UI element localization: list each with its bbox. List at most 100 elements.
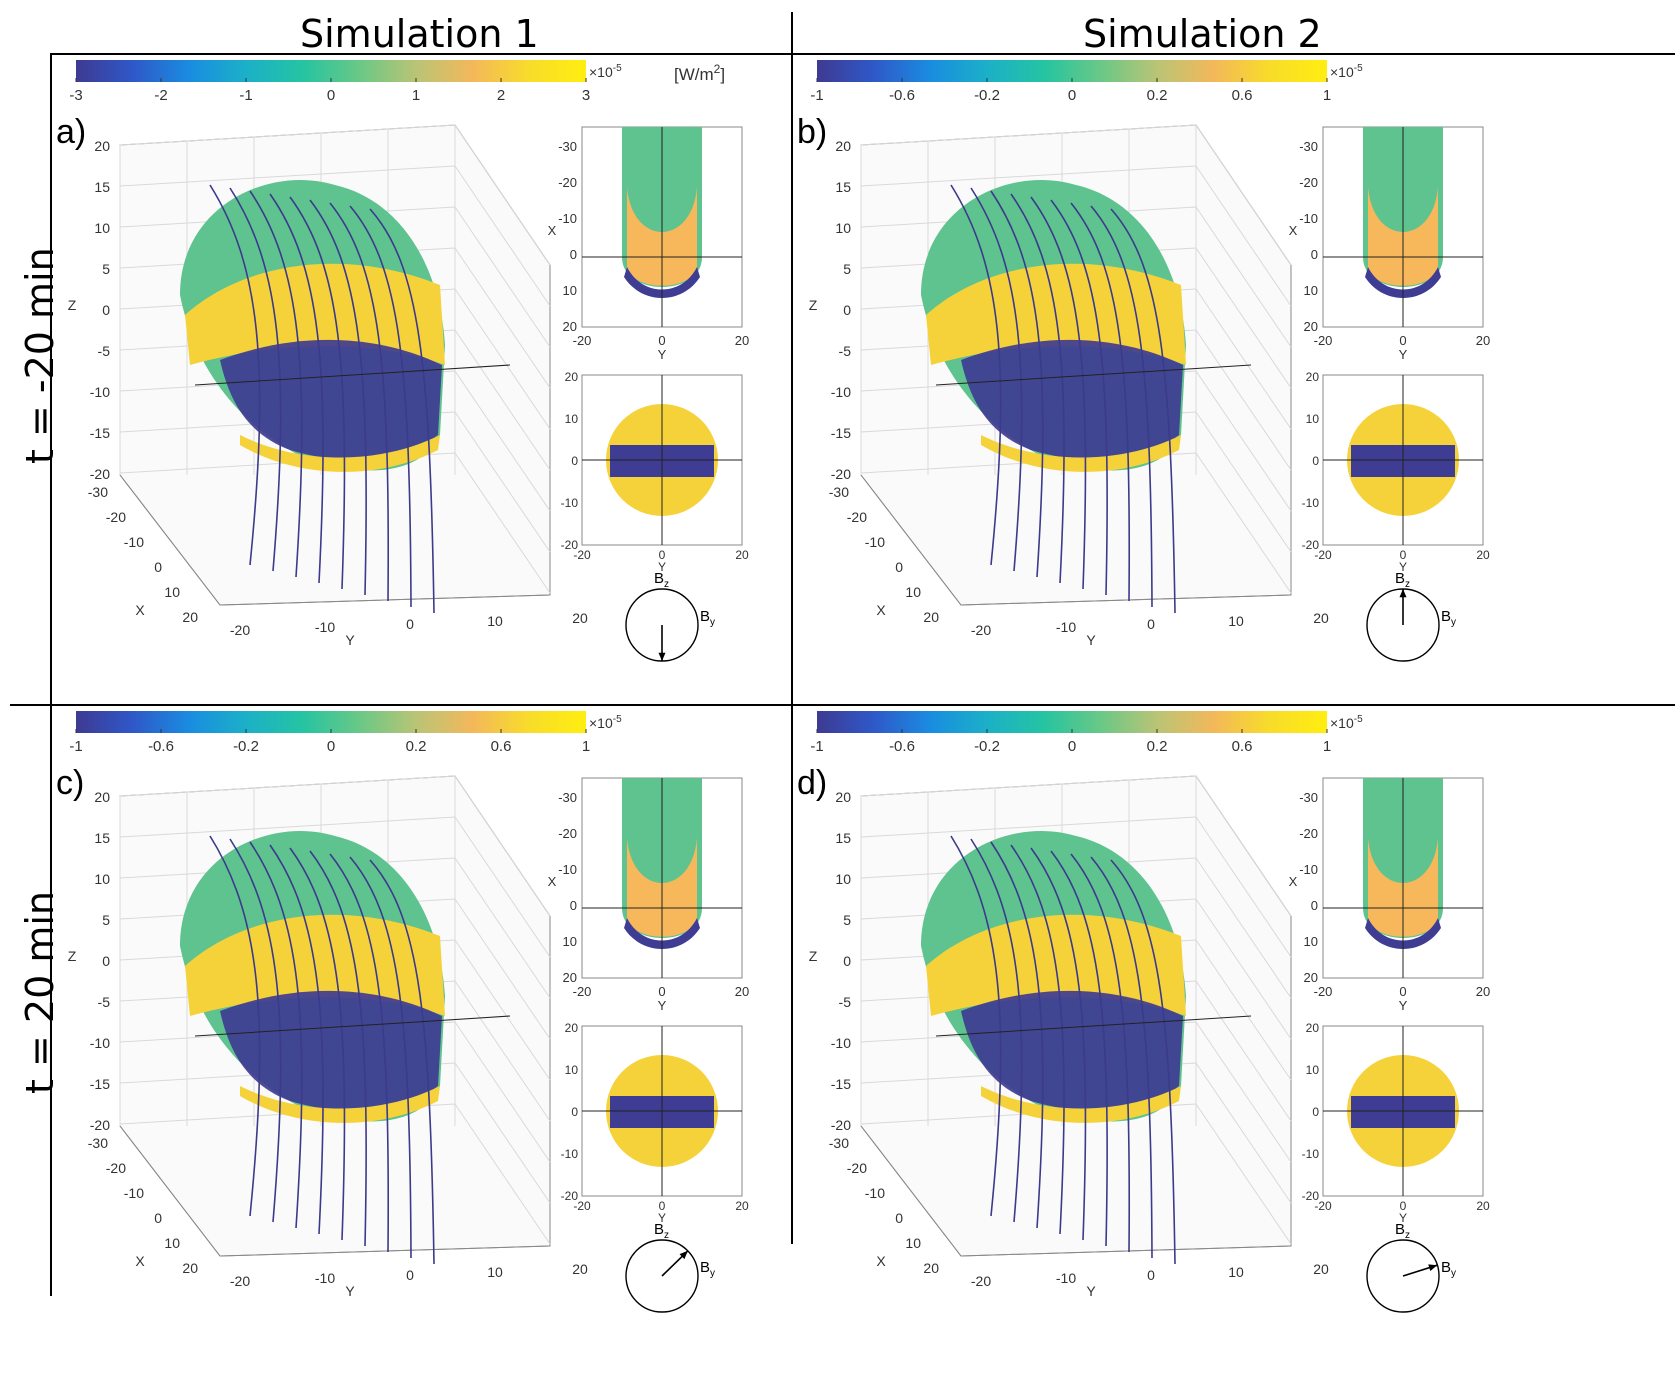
z-tick-label: 5 [102,912,110,928]
z-tick-label: -10 [90,384,110,400]
inset-y-tick: -20 [1314,333,1333,348]
colorbar [76,60,586,82]
z-tick-label: -15 [90,425,110,441]
inset-z-tick: 20 [1306,1021,1320,1035]
x-tick-label: -30 [829,1135,849,1151]
y-axis-label: Y [1086,1283,1096,1299]
field-arrow-head [1428,1264,1438,1272]
grid-line [860,124,1197,146]
x-tick-label: 10 [905,584,921,600]
field-lines [950,835,1176,1265]
top-inset: -30 -20 -10 0 10 20 X -20 0 20 Y [548,126,749,362]
field-line [309,199,367,596]
inset-z-tick: -20 [1302,1189,1320,1203]
grid-line [454,1062,551,1204]
surface-lower [981,435,1181,472]
grid-line [454,370,551,512]
bz-label: Bz [1395,570,1410,590]
colorbar-tick-label: 1 [582,738,590,755]
field-circle [1366,1239,1440,1313]
x-tick-label: 0 [154,559,162,575]
by-label: By [700,1259,715,1279]
axis-edge [119,474,551,606]
y-tick-label: 20 [1313,1261,1329,1277]
colorbar-tick-label: -0.2 [974,87,1000,104]
inset-z-tick: 10 [565,412,579,426]
surface-lower [240,1086,440,1123]
field-line [970,187,1023,572]
inset-y-tick: -20 [573,548,591,562]
inset-z-tick: 20 [565,370,579,384]
inset-cusp [624,267,700,298]
x-axis-line [194,1015,511,1037]
grid-line [1195,288,1292,430]
inset-x-tick: 20 [1304,970,1318,985]
x-tick-label: -30 [88,1135,108,1151]
inset-z-tick: 0 [1312,454,1319,468]
top-inset: -30 -20 -10 0 10 20 X -20 0 20 Y [548,777,749,1013]
field-line [329,853,390,1253]
z-tick-label: -15 [831,425,851,441]
y-tick-label: -10 [315,619,335,635]
x-tick-label: -20 [106,1160,126,1176]
colorbar-tick-label: 0.2 [406,738,427,755]
z-tick-label: -5 [839,343,852,359]
inset-z-tick: -20 [1302,538,1320,552]
inset-x-tick: 10 [1304,934,1318,949]
colorbar-tick-label: 0.6 [491,738,512,755]
inset-y-tick: 0 [1400,1199,1407,1213]
colorbar-tick-label: -1 [810,738,823,755]
inset-y-tick: 0 [658,333,665,348]
field-arrow-head [1399,589,1407,598]
colorbar-tick-label: -3 [69,87,82,104]
inset-z-tick: -10 [561,496,579,510]
front-inset: 20 10 0 -10 -20-20 0 20 Y [561,370,749,574]
field-line [209,184,261,566]
field-line [229,838,282,1223]
grid-line [1195,939,1292,1081]
x-axis-label: X [876,602,886,618]
x-tick-label: -20 [847,509,867,525]
inset-y-label: Y [1399,1211,1407,1225]
z-tick-label: -5 [98,343,111,359]
left-border [50,53,52,1296]
grid-line [119,816,456,838]
inset-y-label: Y [658,347,667,362]
panel-d: -1 -0.6 -0.2 0 0.2 0.6 1 ×10-5 d) 20 15 10 5 0 -5 -10 -1… [797,711,1490,1313]
y-tick-label: 20 [1313,610,1329,626]
y-tick-label: -10 [315,1270,335,1286]
y-tick-label: -20 [230,622,250,638]
inset-y-tick: 20 [735,984,749,999]
surface-lower [981,1086,1181,1123]
grid-line [454,452,551,594]
colorbar-tick-label: 2 [497,87,505,104]
colorbar-tick-label: -0.2 [233,738,259,755]
y-tick-label: 0 [1147,616,1155,632]
grid-line [119,124,456,146]
inset-x-tick: -30 [1299,790,1318,805]
field-line [990,190,1044,578]
inset-z-tick: 0 [571,1105,578,1119]
colorbar-tick-label: 0 [1068,738,1076,755]
grid-line [1195,980,1292,1122]
grid-line [1195,165,1292,307]
bz-label: Bz [1395,1221,1410,1241]
colorbar-tick-label: 0.6 [1232,87,1253,104]
inset-z-tick: 20 [1306,370,1320,384]
z-tick-label: 0 [843,953,851,969]
grid-line [1195,411,1292,553]
grid-line [119,165,456,187]
z-axis-label: Z [809,297,818,313]
z-tick-label: 5 [843,261,851,277]
grid-line [454,857,551,999]
panel-a: -3 -2 -1 0 1 2 3×10-5 [W/m2]a) 20151050-5-10-15-… [56,60,749,662]
inset-y-tick: 0 [658,984,665,999]
y-tick-label: 10 [487,1264,503,1280]
field-line [1070,853,1131,1253]
colorbar-tick-label: -0.2 [974,738,1000,755]
grid-line [1195,898,1292,1040]
inset-cusp [1365,267,1441,298]
colorbar-exponent: ×10-5 [589,714,622,731]
